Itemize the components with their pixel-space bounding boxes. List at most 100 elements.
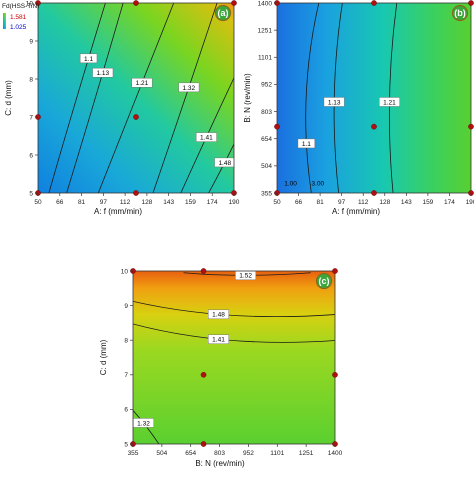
y-axis-label: B: N (rev/min)	[243, 73, 252, 123]
design-point	[371, 0, 377, 6]
y-tick-label: 9	[124, 303, 128, 310]
x-tick-label: 97	[338, 199, 346, 206]
x-tick-label: 159	[185, 199, 196, 206]
annotation-label: 1.00	[284, 180, 297, 187]
x-tick-label: 81	[316, 199, 324, 206]
plot-frame	[132, 270, 336, 445]
design-point	[200, 268, 207, 274]
design-point	[231, 0, 237, 6]
contour-line	[152, 3, 218, 193]
x-tick-label: 66	[295, 199, 303, 206]
x-tick-label: 159	[422, 199, 433, 206]
x-tick-label: 50	[34, 199, 42, 206]
contour-label: 1.13	[96, 70, 109, 77]
contour-fill	[133, 271, 335, 444]
x-tick-label: 1400	[328, 450, 343, 457]
contour-label: 1.1	[302, 141, 311, 148]
x-tick-label: 174	[444, 199, 455, 206]
contour-label: 1.21	[136, 80, 149, 87]
contour-line	[133, 300, 335, 318]
x-axis-label: A: f (mm/min)	[332, 207, 380, 216]
contour-line	[66, 3, 124, 193]
legend: Fd(HSS-TiN) 1.581 1.025	[2, 3, 39, 31]
legend-colorbar	[3, 13, 6, 29]
contour-label-box	[131, 78, 153, 88]
x-tick-label: 174	[207, 199, 218, 206]
y-tick-label: 7	[124, 372, 128, 379]
contour-line	[48, 3, 106, 193]
panel-label-badge	[451, 4, 469, 22]
x-tick-label: 128	[141, 199, 152, 206]
design-point	[133, 190, 139, 196]
x-tick-label: 504	[156, 450, 167, 457]
design-point	[468, 0, 474, 6]
x-tick-label: 654	[185, 450, 196, 457]
y-tick-label: 803	[261, 109, 272, 116]
contour-label: 1.41	[200, 135, 213, 142]
contour-fill	[277, 3, 471, 193]
y-tick-label: 355	[261, 190, 272, 197]
contour-label-box	[208, 334, 229, 344]
x-tick-label: 1101	[270, 450, 284, 457]
design-point	[274, 123, 280, 130]
x-tick-label: 50	[273, 199, 281, 206]
x-tick-label: 81	[78, 199, 86, 206]
contour-lines: 1.1 1.13 1.21	[297, 3, 400, 193]
contour-label-box	[297, 138, 315, 149]
x-tick-label: 952	[243, 450, 254, 457]
design-point	[133, 114, 139, 120]
contour-label: 1.32	[183, 85, 196, 92]
panel-label: (a)	[218, 8, 229, 18]
panel-c: 1.32 1.41 1.48 1.52 355 504 654 803 952 1101 1251 1…	[99, 268, 343, 468]
x-tick-label: 190	[466, 199, 474, 206]
contour-lines: 1.11.13 1.21 1.32 1.41 1.48	[48, 3, 234, 193]
y-tick-label: 1251	[258, 27, 273, 34]
contour-line	[97, 3, 175, 193]
y-tick-label: 8	[29, 76, 33, 83]
contour-label-box	[323, 97, 345, 107]
contour-label-box	[79, 53, 98, 64]
contour-label-box	[235, 271, 257, 281]
x-tick-label: 112	[120, 199, 131, 206]
y-tick-label: 5	[124, 441, 128, 448]
x-tick-label: 97	[100, 199, 108, 206]
y-axis-label: C: d (mm)	[4, 80, 13, 116]
y-tick-label: 1101	[258, 55, 272, 62]
contour-label-box	[208, 309, 229, 320]
contour-label-box	[178, 82, 200, 93]
annotation-label: 3.00	[311, 180, 324, 187]
design-point	[332, 371, 338, 378]
contour-label: 1.32	[137, 420, 150, 427]
y-tick-label: 654	[261, 136, 272, 143]
y-tick-label: 504	[261, 163, 272, 170]
contour-label-box	[214, 157, 234, 168]
y-tick-label: 5	[29, 190, 33, 197]
x-tick-label: 143	[163, 199, 174, 206]
panel-label: (b)	[454, 8, 466, 18]
y-axis-label: C: d (mm)	[99, 339, 108, 375]
contour-label: 1.21	[383, 99, 396, 106]
design-point	[133, 0, 139, 6]
contour-label: 1.52	[239, 273, 252, 280]
design-point	[468, 123, 474, 130]
design-point	[200, 371, 207, 378]
contour-label: 1.48	[212, 312, 225, 319]
panel-b: 1.1 1.13 1.21 1.00 3.00 50 66 81 97 112 128 143 159 1…	[243, 0, 474, 216]
panel-label: (c)	[319, 276, 330, 286]
contour-label: 1.48	[218, 160, 231, 167]
contour-lines: 1.32 1.41 1.48 1.52	[133, 271, 335, 444]
x-tick-label: 190	[229, 199, 240, 206]
x-tick-label: 803	[214, 450, 225, 457]
contour-label-box	[92, 67, 114, 78]
y-tick-label: 6	[29, 152, 33, 159]
y-tick-label: 1400	[258, 0, 273, 7]
design-point	[332, 268, 338, 274]
contour-label: 1.13	[328, 99, 341, 106]
y-tick-label: 8	[124, 338, 128, 345]
contour-line	[305, 3, 320, 193]
x-tick-label: 143	[401, 199, 412, 206]
x-axis-label: B: N (rev/min)	[195, 459, 245, 468]
y-tick-label: 10	[121, 268, 129, 275]
